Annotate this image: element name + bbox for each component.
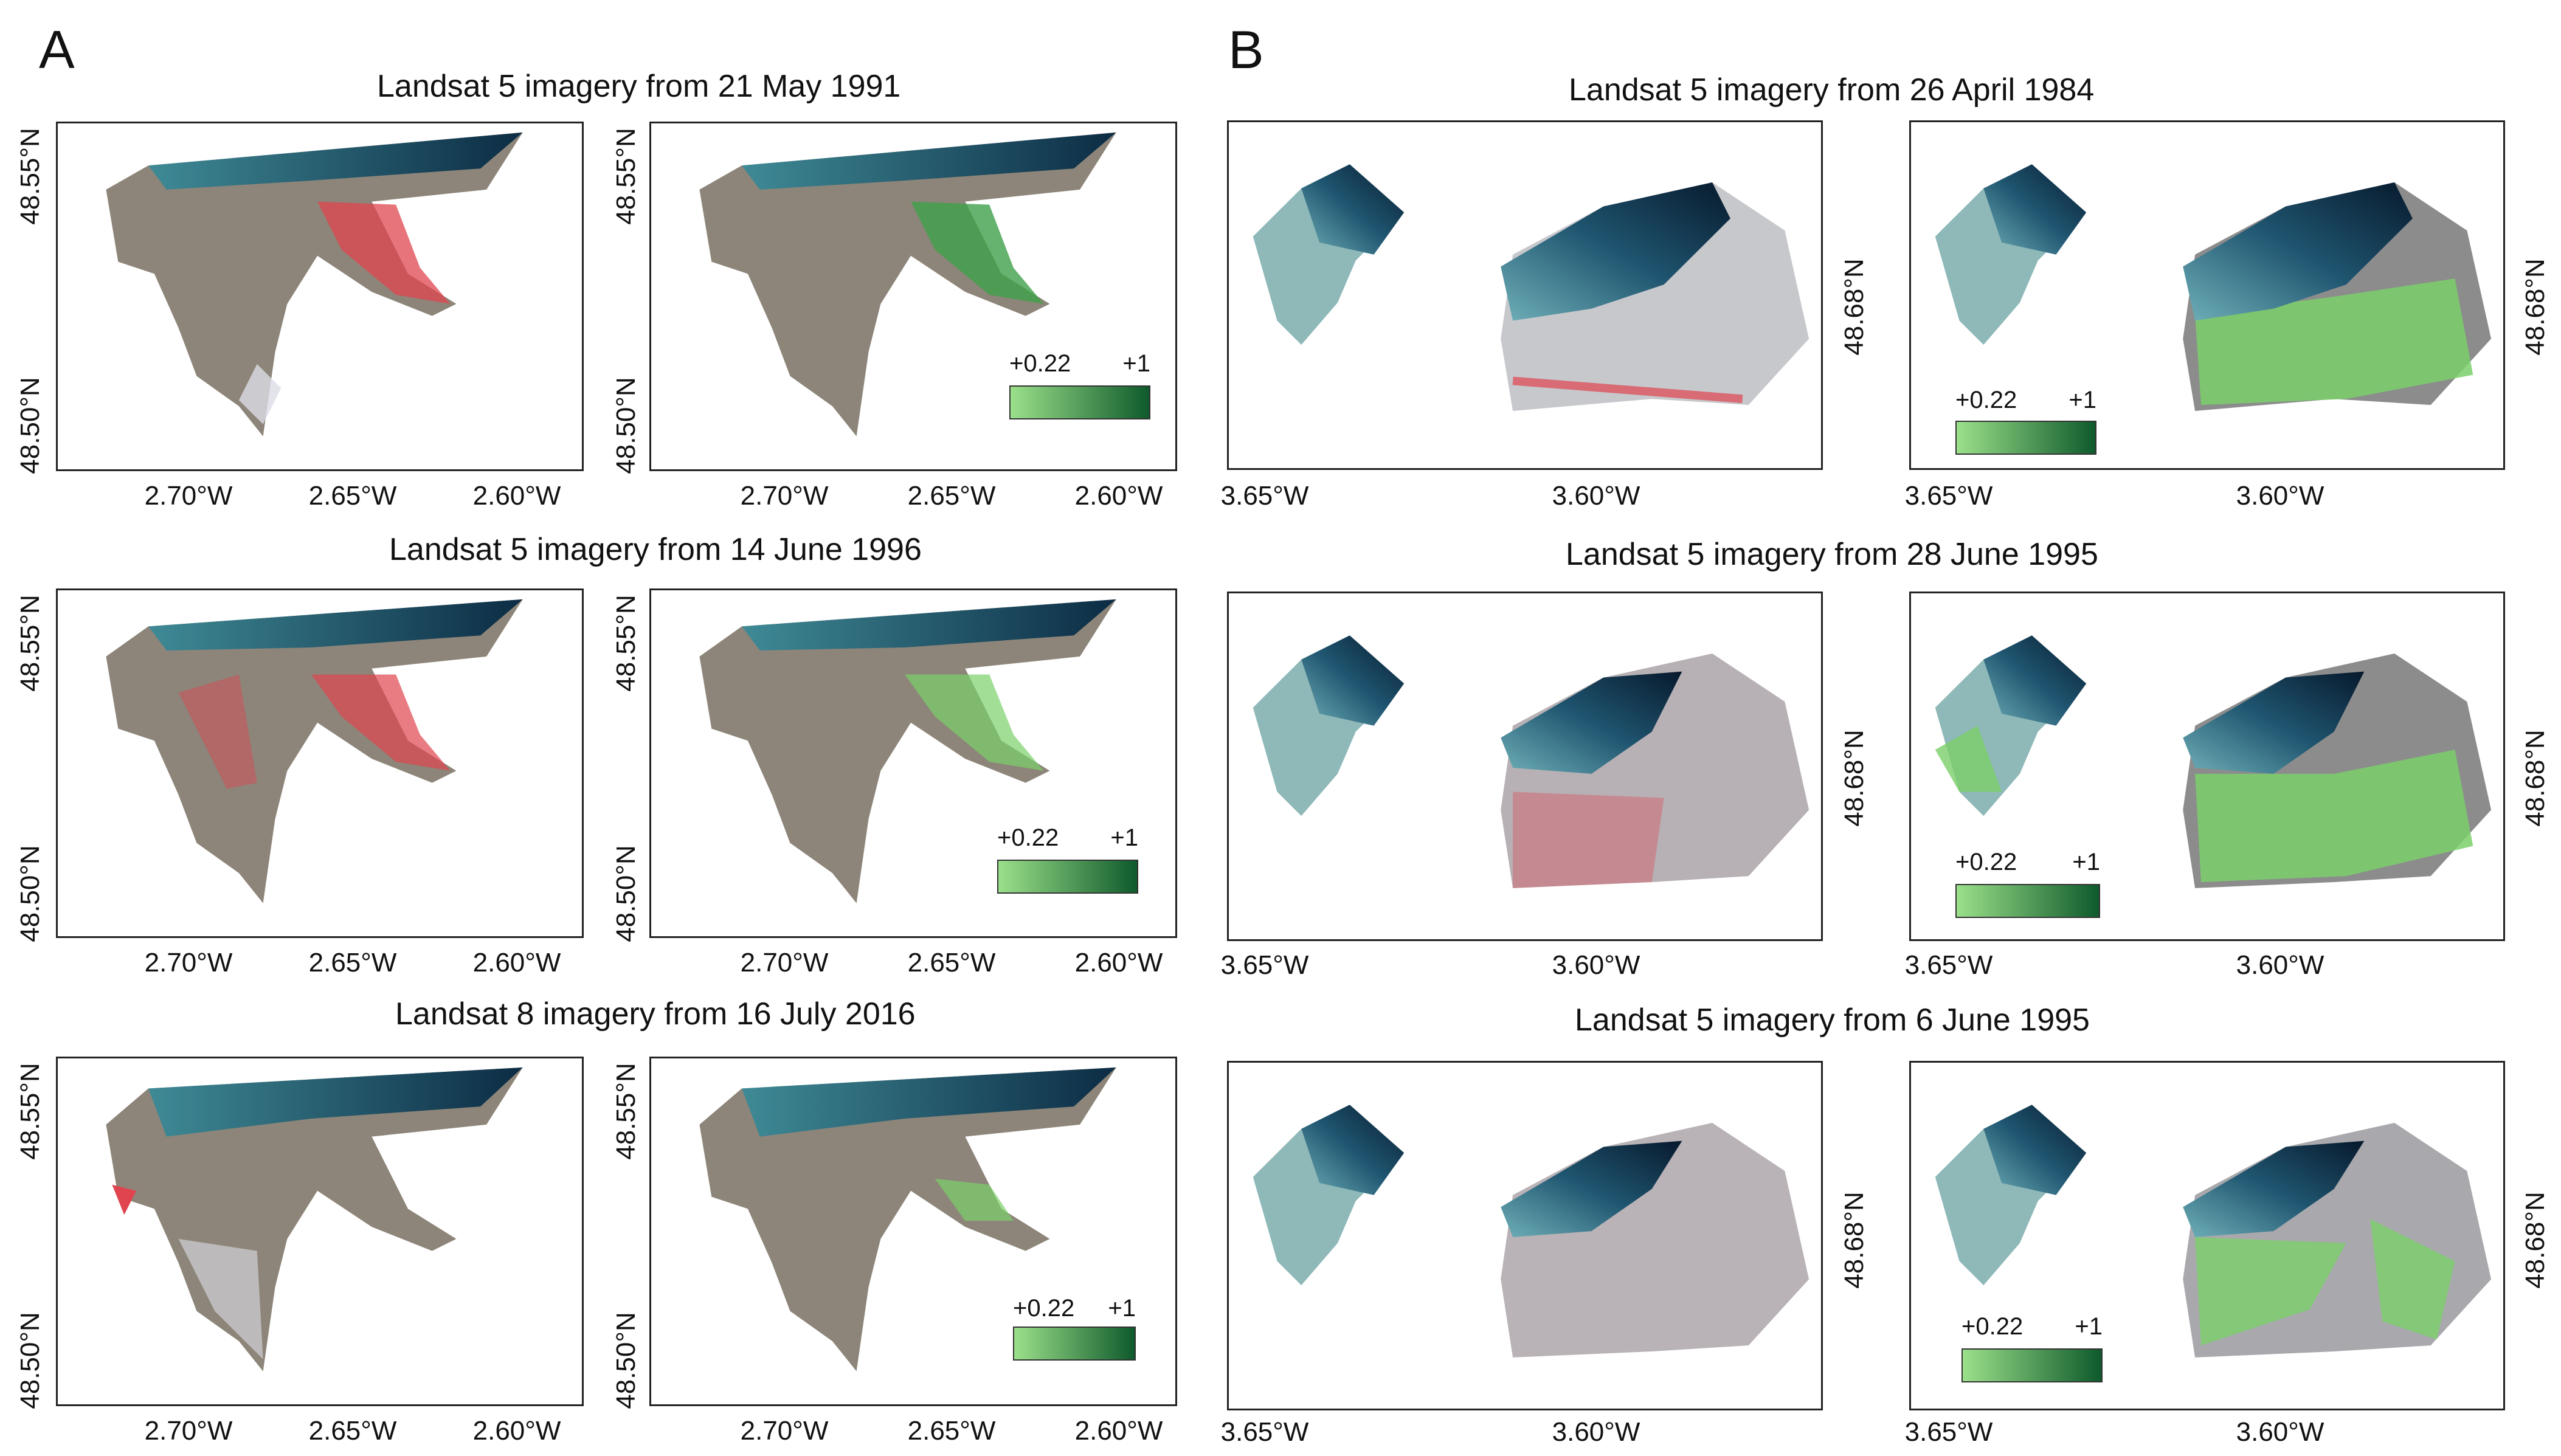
map-a-r1-rgb bbox=[56, 122, 584, 471]
x-tick-label: 2.65°W bbox=[907, 1416, 996, 1446]
x-tick-label: 3.60°W bbox=[1552, 481, 1640, 511]
legend-min-label: +0.22 bbox=[1961, 1313, 2024, 1340]
y-tick-label: 48.68°N bbox=[1839, 258, 1869, 356]
row-title: Landsat 5 imagery from 21 May 1991 bbox=[377, 69, 901, 104]
y-tick-label: 48.55°N bbox=[15, 128, 45, 225]
legend-max-label: +1 bbox=[2075, 1313, 2103, 1340]
legend-max-label: +1 bbox=[1108, 1295, 1136, 1322]
panel-letter-b: B bbox=[1228, 19, 1264, 80]
x-tick-label: 3.65°W bbox=[1220, 481, 1309, 511]
y-tick-label: 48.55°N bbox=[611, 595, 641, 692]
legend-min-label: +0.22 bbox=[997, 824, 1059, 851]
x-tick-label: 2.65°W bbox=[308, 481, 397, 511]
x-tick-label: 3.60°W bbox=[2236, 950, 2324, 980]
x-tick-label: 2.60°W bbox=[1074, 948, 1163, 978]
x-tick-label: 2.60°W bbox=[472, 481, 561, 511]
map-b-r2-index bbox=[1909, 592, 2505, 941]
map-b-r3-rgb bbox=[1227, 1061, 1823, 1410]
y-tick-label: 48.55°N bbox=[15, 595, 45, 692]
y-tick-label: 48.50°N bbox=[611, 845, 641, 942]
y-tick-label: 48.50°N bbox=[15, 1312, 45, 1409]
x-tick-label: 3.60°W bbox=[1552, 950, 1640, 980]
row-title: Landsat 5 imagery from 28 June 1995 bbox=[1566, 537, 2098, 572]
legend-gradient-bar bbox=[1013, 1327, 1136, 1361]
color-legend: +0.22 +1 bbox=[1013, 1296, 1136, 1361]
row-title: Landsat 5 imagery from 26 April 1984 bbox=[1569, 72, 2095, 108]
x-tick-label: 2.70°W bbox=[740, 1416, 829, 1446]
x-tick-label: 2.65°W bbox=[907, 481, 996, 511]
y-tick-label: 48.68°N bbox=[2520, 258, 2550, 356]
y-tick-label: 48.55°N bbox=[15, 1063, 45, 1160]
map-a-r1-index bbox=[649, 122, 1177, 471]
legend-min-label: +0.22 bbox=[1009, 350, 1071, 377]
x-tick-label: 3.65°W bbox=[1220, 1417, 1309, 1447]
x-tick-label: 2.65°W bbox=[907, 948, 996, 978]
map-a-r3-index bbox=[649, 1057, 1177, 1406]
y-tick-label: 48.55°N bbox=[611, 128, 641, 225]
map-a-r3-rgb bbox=[56, 1057, 584, 1406]
legend-max-label: +1 bbox=[2068, 387, 2096, 413]
y-tick-label: 48.68°N bbox=[1839, 730, 1869, 827]
legend-gradient-bar bbox=[1961, 1348, 2103, 1382]
y-tick-label: 48.50°N bbox=[15, 845, 45, 942]
map-b-r1-rgb bbox=[1227, 120, 1823, 470]
row-title: Landsat 5 imagery from 6 June 1995 bbox=[1575, 1002, 2090, 1038]
x-tick-label: 2.70°W bbox=[740, 948, 829, 978]
color-legend: +0.22 +1 bbox=[1955, 850, 2100, 918]
x-tick-label: 3.60°W bbox=[2236, 481, 2324, 511]
color-legend: +0.22 +1 bbox=[1961, 1314, 2103, 1382]
legend-min-label: +0.22 bbox=[1955, 849, 2017, 875]
x-tick-label: 2.70°W bbox=[144, 481, 233, 511]
map-a-r2-rgb bbox=[56, 588, 584, 938]
y-tick-label: 48.50°N bbox=[611, 1312, 641, 1409]
y-tick-label: 48.50°N bbox=[611, 377, 641, 474]
legend-max-label: +1 bbox=[1110, 824, 1138, 851]
x-tick-label: 2.70°W bbox=[144, 1416, 233, 1446]
x-tick-label: 3.60°W bbox=[2236, 1417, 2324, 1447]
legend-min-label: +0.22 bbox=[1955, 387, 2017, 413]
x-tick-label: 2.65°W bbox=[308, 1416, 397, 1446]
color-legend: +0.22 +1 bbox=[997, 826, 1138, 894]
x-tick-label: 2.70°W bbox=[740, 481, 829, 511]
color-legend: +0.22 +1 bbox=[1009, 351, 1150, 419]
legend-gradient-bar bbox=[1955, 421, 2096, 455]
legend-max-label: +1 bbox=[2072, 849, 2100, 875]
x-tick-label: 3.65°W bbox=[1904, 950, 1993, 980]
y-tick-label: 48.68°N bbox=[1839, 1192, 1869, 1289]
map-b-r2-rgb bbox=[1227, 592, 1823, 941]
row-title: Landsat 5 imagery from 14 June 1996 bbox=[389, 532, 922, 567]
map-b-r1-index bbox=[1909, 120, 2505, 470]
x-tick-label: 2.60°W bbox=[1074, 1416, 1163, 1446]
x-tick-label: 3.60°W bbox=[1552, 1417, 1640, 1447]
x-tick-label: 2.70°W bbox=[144, 948, 233, 978]
x-tick-label: 2.60°W bbox=[1074, 481, 1163, 511]
legend-gradient-bar bbox=[997, 860, 1138, 894]
x-tick-label: 2.65°W bbox=[308, 948, 397, 978]
row-title: Landsat 8 imagery from 16 July 2016 bbox=[395, 996, 916, 1032]
x-tick-label: 2.60°W bbox=[472, 1416, 561, 1446]
y-tick-label: 48.68°N bbox=[2520, 730, 2550, 827]
color-legend: +0.22 +1 bbox=[1955, 388, 2096, 455]
y-tick-label: 48.55°N bbox=[611, 1063, 641, 1160]
y-tick-label: 48.50°N bbox=[15, 377, 45, 474]
panel-letter-a: A bbox=[39, 19, 75, 80]
legend-gradient-bar bbox=[1955, 884, 2100, 918]
x-tick-label: 3.65°W bbox=[1904, 481, 1993, 511]
x-tick-label: 3.65°W bbox=[1904, 1417, 1993, 1447]
legend-gradient-bar bbox=[1009, 385, 1150, 419]
x-tick-label: 2.60°W bbox=[472, 948, 561, 978]
x-tick-label: 3.65°W bbox=[1220, 950, 1309, 980]
legend-max-label: +1 bbox=[1122, 350, 1150, 377]
legend-min-label: +0.22 bbox=[1013, 1295, 1075, 1322]
y-tick-label: 48.68°N bbox=[2520, 1192, 2550, 1289]
